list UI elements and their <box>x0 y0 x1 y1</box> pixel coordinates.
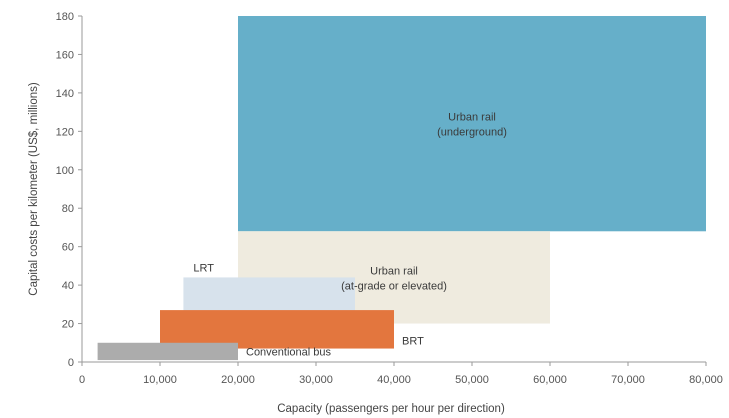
x-tick-label: 50,000 <box>455 374 489 386</box>
y-tick-label: 0 <box>68 357 74 369</box>
bars-layer <box>97 16 706 361</box>
y-tick-label: 20 <box>62 319 74 331</box>
x-tick-label: 80,000 <box>689 374 723 386</box>
bar-label-urban-rail-at-grade-or-elevated-line-1: Urban rail <box>370 265 418 277</box>
y-tick-label: 120 <box>56 126 74 138</box>
x-tick-label: 0 <box>79 374 85 386</box>
x-tick-label: 30,000 <box>299 374 333 386</box>
x-tick-label: 20,000 <box>221 374 255 386</box>
bar-brt <box>160 310 394 349</box>
bar-conventional-bus <box>97 342 238 361</box>
bar-label-urban-rail-underground-line-1: Urban rail <box>448 112 496 124</box>
bar-label-conventional-bus: Conventional bus <box>246 346 332 358</box>
bar-label-lrt: LRT <box>193 262 214 274</box>
y-tick-label: 40 <box>62 280 74 292</box>
x-tick-label: 10,000 <box>143 374 177 386</box>
y-tick-label: 140 <box>56 88 74 100</box>
y-tick-label: 60 <box>62 242 74 254</box>
bar-label-urban-rail-underground-line-2: (underground) <box>437 127 507 139</box>
x-axis-title: Capacity (passengers per hour per direct… <box>277 403 505 415</box>
y-tick-label: 160 <box>56 49 74 61</box>
bar-label-brt: BRT <box>402 336 424 348</box>
x-tick-label: 40,000 <box>377 374 411 386</box>
bar-labels-layer: Urban rail (underground) Urban rail (at-gra… <box>193 112 506 359</box>
bar-label-urban-rail-at-grade-or-elevated-line-2: (at-grade or elevated) <box>341 280 447 292</box>
bar-lrt <box>183 277 355 314</box>
ticks-layer: 0 10,000 20,000 30,000 40,000 50,000 60,000 70,… <box>56 11 723 386</box>
x-tick-label: 60,000 <box>533 374 567 386</box>
y-tick-label: 80 <box>62 203 74 215</box>
y-axis-title: Capital costs per kilometer (US$, millio… <box>28 82 40 296</box>
y-tick-label: 100 <box>56 165 74 177</box>
y-tick-label: 180 <box>56 11 74 23</box>
x-tick-label: 70,000 <box>611 374 645 386</box>
bar-urban-rail-underground <box>238 16 706 232</box>
